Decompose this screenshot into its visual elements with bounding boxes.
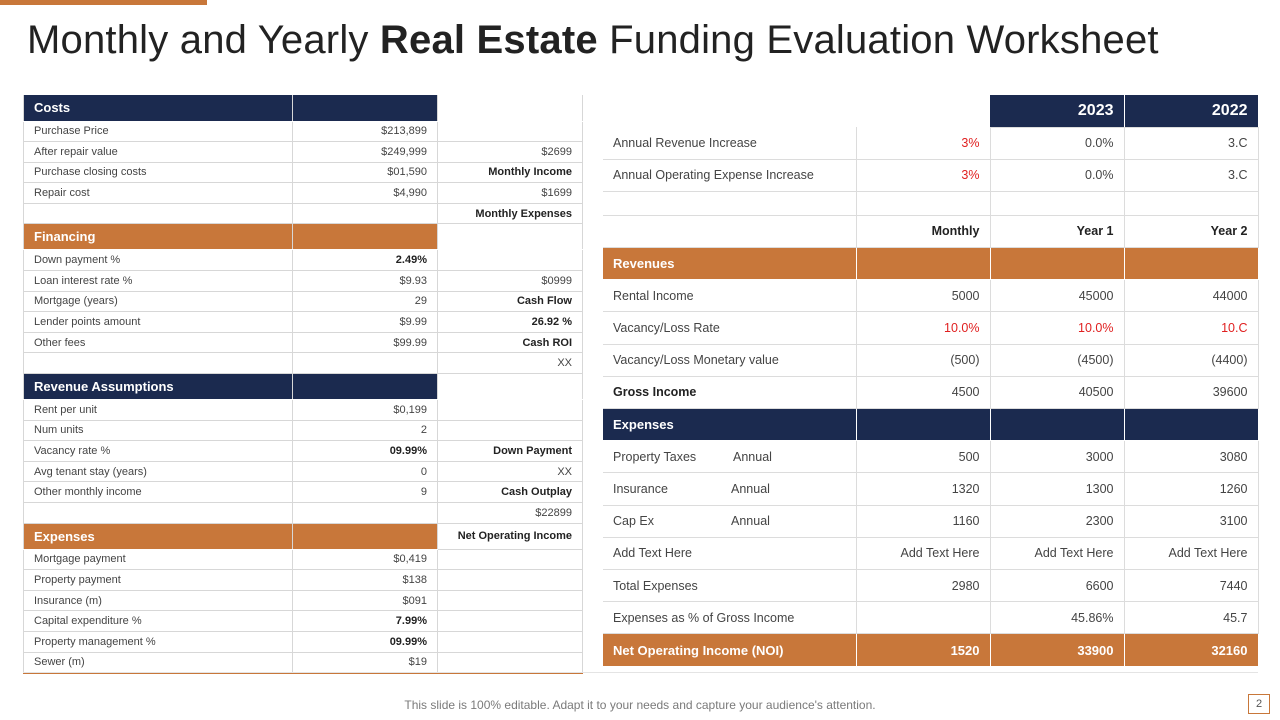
table-row: Rent per unit $0,199 bbox=[23, 399, 583, 421]
projection-table: 2023 2022 Annual Revenue Increase 3% 0.0% 3.… bbox=[603, 95, 1259, 666]
period-header-row: Monthly Year 1 Year 2 bbox=[603, 215, 1259, 249]
table-row: Insurance Annual 1320 1300 1260 bbox=[603, 472, 1259, 506]
table-row: Expenses as % of Gross Income 45.86% 45.7 bbox=[603, 601, 1259, 635]
footer-note: This slide is 100% editable. Adapt it to… bbox=[404, 698, 876, 712]
table-row: $22899 bbox=[23, 502, 583, 524]
year-2022-header: 2022 bbox=[1124, 95, 1259, 128]
expenses-section-header: Expenses bbox=[603, 408, 857, 442]
expenses-header: Expenses bbox=[23, 523, 293, 550]
table-row: Vacancy rate % 09.99% Down Payment bbox=[23, 440, 583, 462]
table-row: Purchase closing costs $01,590 Monthly Inc… bbox=[23, 162, 583, 184]
table-row: Other monthly income 9 Cash Outplay bbox=[23, 481, 583, 503]
table-row: Property payment $138 bbox=[23, 569, 583, 591]
revenues-header: Revenues bbox=[603, 247, 857, 281]
table-row: Lender points amount $9.99 26.92 % bbox=[23, 311, 583, 333]
table-row: Loan interest rate % $9.93 $0999 bbox=[23, 270, 583, 292]
noi-row: Net Operating Income (NOI) 1520 33900 32160 bbox=[603, 633, 1259, 666]
table-row: Cap Ex Annual 1160 2300 3100 bbox=[603, 505, 1259, 538]
page-title: Monthly and Yearly Real Estate Funding E… bbox=[27, 18, 1159, 62]
financing-header: Financing bbox=[23, 223, 293, 251]
table-row: After repair value $249,999 $2699 bbox=[23, 141, 583, 163]
table-row: Vacancy/Loss Rate 10.0% 10.0% 10.C bbox=[603, 311, 1259, 345]
table-row: XX bbox=[23, 352, 583, 375]
table-row bbox=[603, 191, 1259, 216]
table-row: Monthly Expenses bbox=[23, 203, 583, 225]
table-row: Property management % 09.99% bbox=[23, 631, 583, 653]
table-row: Vacancy/Loss Monetary value (500) (4500) (4… bbox=[603, 344, 1259, 377]
table-row: Repair cost $4,990 $1699 bbox=[23, 182, 583, 204]
table-row: Add Text Here Add Text Here Add Text Here A… bbox=[603, 537, 1259, 570]
table-row: Rental Income 5000 45000 44000 bbox=[603, 279, 1259, 313]
costs-header: Costs bbox=[23, 95, 293, 122]
table-row: Total Expenses 2980 6600 7440 bbox=[603, 569, 1259, 603]
table-row: Insurance (m) $091 bbox=[23, 590, 583, 612]
revenue-assumptions-header: Revenue Assumptions bbox=[23, 373, 293, 401]
footer-divider bbox=[23, 672, 1258, 673]
table-row: Mortgage (years) 29 Cash Flow bbox=[23, 291, 583, 313]
table-row: Avg tenant stay (years) 0 XX bbox=[23, 461, 583, 483]
table-row: Mortgage payment $0,419 bbox=[23, 549, 583, 571]
assumptions-table: Costs Purchase Price $213,899 After repai… bbox=[23, 95, 583, 674]
table-row: Other fees $99.99 Cash ROI bbox=[23, 332, 583, 354]
accent-bar bbox=[0, 0, 207, 5]
table-row: Down payment % 2.49% bbox=[23, 249, 583, 272]
page-number: 2 bbox=[1248, 694, 1270, 714]
table-row: Num units 2 bbox=[23, 420, 583, 442]
table-row: Capital expenditure % 7.99% bbox=[23, 610, 583, 632]
table-row: Sewer (m) $19 bbox=[23, 652, 583, 674]
table-row: Annual Revenue Increase 3% 0.0% 3.C bbox=[603, 127, 1259, 160]
table-row: Gross Income 4500 40500 39600 bbox=[603, 376, 1259, 410]
year-2023-header: 2023 bbox=[990, 95, 1125, 128]
table-row: Purchase Price $213,899 bbox=[23, 121, 583, 143]
table-row: Annual Operating Expense Increase 3% 0.0% 3… bbox=[603, 159, 1259, 192]
table-row: Property Taxes Annual 500 3000 3080 bbox=[603, 440, 1259, 474]
